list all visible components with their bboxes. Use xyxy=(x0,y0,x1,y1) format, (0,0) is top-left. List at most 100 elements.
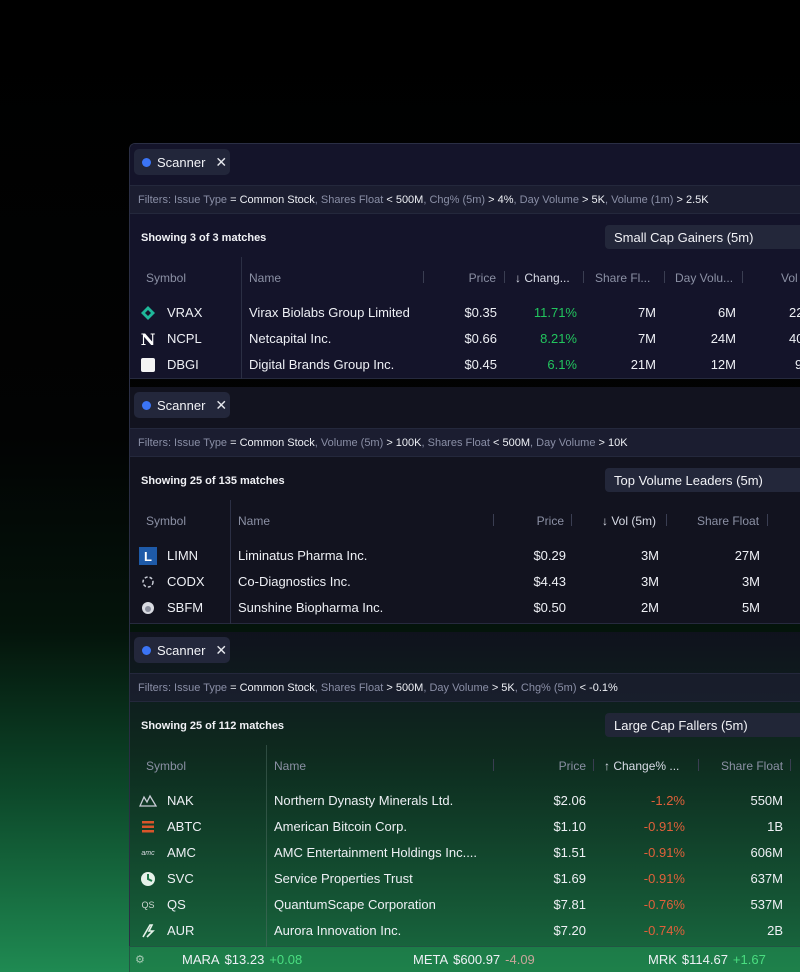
filter-field: Filters: Issue Type xyxy=(138,682,228,694)
filter-value: > 10K xyxy=(598,437,628,449)
table-row[interactable]: N NCPL Netcapital Inc. $0.66 8.21% 7M 24… xyxy=(130,326,800,352)
share-float-cell: 3M xyxy=(741,574,760,589)
scanner-panel-3: Scanner ✕ Filters: Issue Type = Common S… xyxy=(130,632,800,947)
table-row[interactable]: CODX Co-Diagnostics Inc. $4.43 3M 3M xyxy=(130,569,800,595)
symbol-cell: AMC xyxy=(167,845,196,860)
change-cell: -1.2% xyxy=(651,793,685,808)
column-separator[interactable] xyxy=(790,759,791,771)
volume-cell: 22 xyxy=(789,305,800,320)
scanner-panel-1: Scanner ✕ Filters: Issue Type = Common S… xyxy=(130,144,800,379)
scanner-tab[interactable]: Scanner ✕ xyxy=(134,392,230,418)
ticker-change: -4.09 xyxy=(505,952,535,967)
change-cell: -0.91% xyxy=(643,819,685,834)
table-row[interactable]: NAK Northern Dynasty Minerals Ltd. $2.06… xyxy=(130,788,800,814)
table-row[interactable]: L LIMN Liminatus Pharma Inc. $0.29 3M 27… xyxy=(130,543,800,569)
name-cell: Digital Brands Group Inc. xyxy=(249,357,395,372)
column-separator[interactable] xyxy=(493,514,494,526)
preset-dropdown[interactable]: Large Cap Fallers (5m) ⌵ xyxy=(605,713,800,737)
column-separator[interactable] xyxy=(666,514,667,526)
column-separator[interactable] xyxy=(583,271,584,283)
column-separator[interactable] xyxy=(767,514,768,526)
column-separator[interactable] xyxy=(571,514,572,526)
column-header-symbol[interactable]: Symbol xyxy=(146,514,187,528)
column-header-symbol[interactable]: Symbol xyxy=(146,759,187,773)
column-separator[interactable] xyxy=(664,271,665,283)
price-cell: $0.29 xyxy=(533,548,566,563)
table-row[interactable]: VRAX Virax Biolabs Group Limited $0.35 1… xyxy=(130,300,800,326)
table-row[interactable]: QS QS QuantumScape Corporation $7.81 -0.… xyxy=(130,892,800,918)
filter-bar[interactable]: Filters: Issue Type = Common Stock, Shar… xyxy=(130,673,800,702)
column-header-change[interactable]: ↓ Chang... xyxy=(515,271,570,285)
scanner-tab[interactable]: Scanner ✕ xyxy=(134,637,230,663)
volume-cell: 40 xyxy=(789,331,800,346)
table-row[interactable]: AUR Aurora Innovation Inc. $7.20 -0.74% … xyxy=(130,918,800,944)
price-cell: $0.50 xyxy=(533,600,566,615)
table-row[interactable]: DBGI Digital Brands Group Inc. $0.45 6.1… xyxy=(130,352,800,378)
filter-field: Filters: Issue Type xyxy=(138,437,228,449)
share-float-cell: 27M xyxy=(734,548,760,563)
share-float-cell: 550M xyxy=(750,793,783,808)
column-header-share-float[interactable]: Share Float xyxy=(721,759,784,773)
netcapital-logo-icon: N xyxy=(140,329,156,349)
scanner-tab[interactable]: Scanner ✕ xyxy=(134,149,230,175)
filter-value: < 500M xyxy=(386,194,424,206)
name-cell: Service Properties Trust xyxy=(274,871,413,886)
column-header-vol[interactable]: Vol xyxy=(781,271,798,285)
ticker-item[interactable]: MRK $114.67 +1.67 xyxy=(648,952,766,967)
filter-value: > 5K xyxy=(582,194,605,206)
preset-dropdown[interactable]: Top Volume Leaders (5m) ⌵ xyxy=(605,468,800,492)
column-header-share-float[interactable]: Share Float xyxy=(697,514,760,528)
column-divider xyxy=(241,257,242,379)
table-row[interactable]: SBFM Sunshine Biopharma Inc. $0.50 2M 5M xyxy=(130,595,800,621)
column-header-symbol[interactable]: Symbol xyxy=(146,271,187,285)
column-separator[interactable] xyxy=(742,271,743,283)
preset-dropdown[interactable]: Small Cap Gainers (5m) ⌵ xyxy=(605,225,800,249)
column-header-change[interactable]: ↑ Change% ... xyxy=(604,759,680,773)
column-header-price[interactable]: Price xyxy=(558,759,586,773)
column-header-name[interactable]: Name xyxy=(238,514,271,528)
filter-field: , Shares Float xyxy=(314,194,384,206)
filter-value: = Common Stock xyxy=(230,194,315,206)
column-separator[interactable] xyxy=(593,759,594,771)
column-header-volume[interactable]: ↓ Vol (5m) xyxy=(602,514,657,528)
column-header-name[interactable]: Name xyxy=(274,759,307,773)
name-cell: QuantumScape Corporation xyxy=(274,897,436,912)
column-divider xyxy=(230,500,231,624)
close-icon[interactable]: ✕ xyxy=(215,154,228,170)
filter-field: , Shares Float xyxy=(314,682,384,694)
price-cell: $7.81 xyxy=(553,897,586,912)
name-cell: Virax Biolabs Group Limited xyxy=(249,305,410,320)
close-icon[interactable]: ✕ xyxy=(215,642,228,658)
price-cell: $4.43 xyxy=(533,574,566,589)
filter-field: , Day Volume xyxy=(513,194,579,206)
table-row[interactable]: ABTC American Bitcoin Corp. $1.10 -0.91%… xyxy=(130,814,800,840)
volume-cell: 3M xyxy=(640,548,659,563)
price-cell: $2.06 xyxy=(553,793,586,808)
table-row[interactable]: SVC Service Properties Trust $1.69 -0.91… xyxy=(130,866,800,892)
filter-value: > 4% xyxy=(488,194,514,206)
column-separator[interactable] xyxy=(423,271,424,283)
column-header-day-volume[interactable]: Day Volu... xyxy=(675,271,734,285)
filter-bar[interactable]: Filters: Issue Type = Common Stock, Volu… xyxy=(130,428,800,457)
northern-dynasty-logo-icon xyxy=(139,792,157,810)
column-header-share-float[interactable]: Share Fl... xyxy=(595,271,651,285)
volume-cell: 9 xyxy=(795,357,800,372)
column-header-price[interactable]: Price xyxy=(536,514,564,528)
column-separator[interactable] xyxy=(493,759,494,771)
column-divider xyxy=(266,745,267,947)
table-row[interactable]: amc AMC AMC Entertainment Holdings Inc..… xyxy=(130,840,800,866)
ticker-item[interactable]: META $600.97 -4.09 xyxy=(413,952,535,967)
column-separator[interactable] xyxy=(504,271,505,283)
column-separator[interactable] xyxy=(698,759,699,771)
column-header-name[interactable]: Name xyxy=(249,271,282,285)
preset-label: Large Cap Fallers (5m) xyxy=(614,717,748,733)
settings-icon[interactable]: ⚙ xyxy=(135,954,145,966)
column-header-price[interactable]: Price xyxy=(468,271,496,285)
filter-value: < -0.1% xyxy=(579,682,618,694)
ticker-item[interactable]: MARA $13.23 +0.08 xyxy=(182,952,302,967)
filter-field: , Chg% (5m) xyxy=(423,194,486,206)
liminatus-logo-icon: L xyxy=(139,547,157,565)
close-icon[interactable]: ✕ xyxy=(215,397,228,413)
status-dot-icon xyxy=(142,400,151,410)
filter-bar[interactable]: Filters: Issue Type = Common Stock, Shar… xyxy=(130,185,800,214)
